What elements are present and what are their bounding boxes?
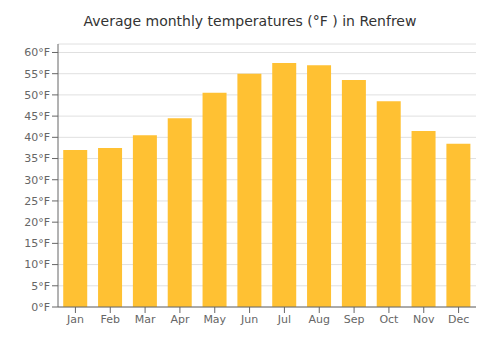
svg-text:30°F: 30°F [24,174,50,187]
svg-text:60°F: 60°F [24,46,50,59]
svg-text:May: May [203,313,226,326]
svg-text:55°F: 55°F [24,68,50,81]
svg-text:10°F: 10°F [24,258,50,271]
svg-text:50°F: 50°F [24,89,50,102]
svg-text:Jul: Jul [277,313,291,326]
svg-text:45°F: 45°F [24,110,50,123]
svg-text:Dec: Dec [448,313,469,326]
svg-text:Mar: Mar [135,313,156,326]
svg-text:25°F: 25°F [24,195,50,208]
svg-text:Oct: Oct [379,313,399,326]
svg-text:Sep: Sep [344,313,365,326]
svg-text:Nov: Nov [413,313,435,326]
svg-text:Feb: Feb [101,313,120,326]
svg-text:15°F: 15°F [24,237,50,250]
svg-text:Aug: Aug [309,313,330,326]
svg-text:0°F: 0°F [31,301,50,314]
svg-text:40°F: 40°F [24,131,50,144]
svg-text:20°F: 20°F [24,216,50,229]
svg-text:35°F: 35°F [24,152,50,165]
svg-text:Jun: Jun [240,313,258,326]
html-text:Average monthly temperatures (: Average monthly temperatures (°F ) in Re… [83,13,417,29]
svg-text:Jan: Jan [66,313,84,326]
svg-text:5°F: 5°F [31,280,50,293]
svg-text:Apr: Apr [170,313,190,326]
